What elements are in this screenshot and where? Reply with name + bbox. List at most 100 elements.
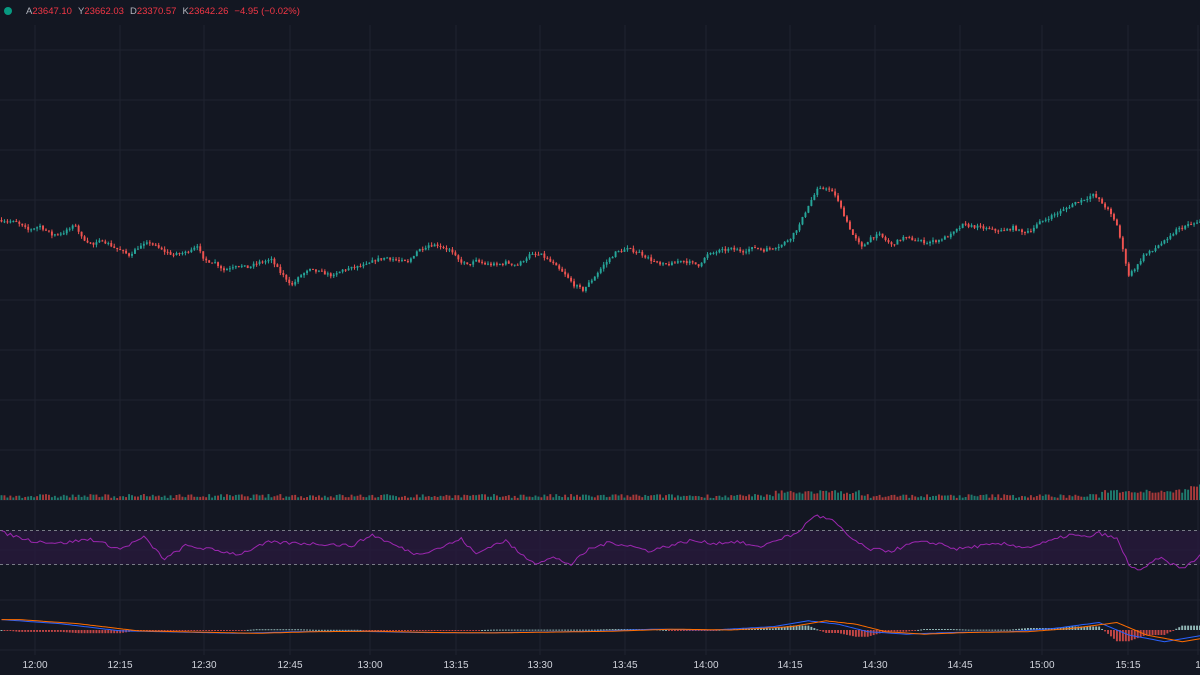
candle	[45, 229, 47, 231]
volume-bar	[68, 497, 71, 500]
volume-bar	[403, 495, 406, 500]
candle	[528, 254, 531, 259]
volume-bar	[1059, 494, 1062, 500]
macd-histogram-bar	[605, 629, 608, 631]
volume-bar	[1130, 492, 1133, 500]
volume-bar	[1181, 492, 1184, 500]
candle	[273, 258, 276, 265]
candle	[813, 194, 816, 200]
macd-histogram-bar	[935, 629, 937, 630]
x-tick-label: 15:15	[1115, 660, 1141, 671]
macd-histogram-bar	[83, 630, 86, 634]
candle	[742, 251, 745, 253]
candle	[837, 195, 840, 201]
volume-bar	[748, 494, 751, 500]
volume-bar	[1015, 497, 1018, 500]
macd-histogram-bar	[1089, 626, 1092, 630]
volume-bar	[567, 497, 570, 500]
volume-bar	[1021, 495, 1023, 500]
candle	[231, 267, 234, 269]
volume-bar	[946, 495, 949, 500]
candle	[276, 264, 279, 267]
volume-bar	[795, 493, 798, 500]
volume-bar	[145, 496, 148, 500]
volume-bar	[694, 495, 697, 500]
volume-bar	[534, 495, 537, 500]
volume-bar	[454, 495, 457, 500]
macd-histogram-bar	[558, 629, 561, 631]
volume-bar	[371, 494, 374, 500]
volume-bar	[1095, 494, 1098, 500]
candle	[490, 263, 492, 266]
volume-bar	[71, 494, 74, 500]
time-axis[interactable]: 12:00 12:15 12:30 12:45 13:00 13:15 13:30 13:45…	[0, 655, 1200, 675]
volume-bar	[1035, 495, 1038, 500]
candle	[234, 266, 237, 268]
candle	[887, 240, 890, 243]
candle	[973, 225, 976, 228]
macd-histogram-bar	[937, 629, 940, 630]
macd-histogram-bar	[234, 630, 237, 631]
macd-histogram-bar	[774, 628, 777, 630]
volume-bar	[484, 494, 487, 500]
candle	[780, 244, 783, 247]
volume-bar	[95, 494, 98, 500]
macd-histogram-bar	[911, 630, 914, 631]
macd-histogram-bar	[92, 630, 95, 634]
volume-bar	[670, 494, 673, 500]
candle	[828, 188, 831, 190]
macd-histogram-bar	[243, 630, 246, 631]
volume-bar	[786, 491, 789, 500]
macd-histogram-bar	[1178, 627, 1181, 630]
candle	[952, 231, 955, 234]
candle	[344, 269, 347, 271]
volume-bar	[362, 496, 365, 500]
macd-histogram-bar	[223, 630, 225, 631]
candle	[673, 262, 676, 264]
volume-bar	[905, 494, 908, 500]
macd-histogram-bar	[754, 628, 756, 630]
candle	[1136, 264, 1139, 270]
macd-histogram-bar	[184, 630, 187, 631]
candle	[136, 248, 139, 250]
volume-bar	[74, 496, 77, 500]
volume-bar	[252, 494, 255, 500]
volume-bar	[917, 497, 920, 500]
macd-histogram-bar	[994, 629, 997, 631]
macd-histogram-bar	[807, 625, 810, 630]
legend-low: D23370.57	[129, 5, 177, 17]
candle	[356, 265, 359, 268]
volume-bar	[991, 494, 994, 500]
volume-bar	[62, 494, 65, 500]
candle	[228, 268, 231, 270]
macd-histogram-bar	[573, 629, 576, 631]
volume-bar	[377, 497, 380, 500]
candle	[914, 240, 917, 242]
candle	[691, 261, 694, 263]
volume-bar	[338, 494, 341, 500]
macd-histogram-bar	[252, 629, 255, 631]
candle	[688, 261, 691, 264]
candle	[1154, 248, 1157, 252]
volume-bar	[101, 496, 104, 500]
volume-bar	[12, 497, 15, 500]
candle	[249, 266, 252, 269]
volume-bar	[9, 495, 12, 500]
macd-histogram-bar	[24, 630, 27, 632]
macd-histogram-bar	[495, 629, 498, 631]
macd-histogram-bar	[878, 630, 881, 634]
candle	[840, 200, 843, 208]
candle	[454, 252, 457, 256]
candle	[448, 249, 451, 251]
volume-bar	[36, 496, 39, 500]
volume-bar	[949, 494, 952, 500]
volume-bar	[593, 497, 596, 500]
x-tick-label: 14:00	[693, 660, 719, 671]
macd-histogram-bar	[294, 629, 297, 631]
macd-histogram-bar	[822, 630, 825, 632]
macd-histogram-bar	[1136, 630, 1139, 639]
volume-bar	[27, 496, 30, 500]
x-tick-label: 12:45	[277, 660, 303, 671]
candle	[851, 229, 854, 235]
